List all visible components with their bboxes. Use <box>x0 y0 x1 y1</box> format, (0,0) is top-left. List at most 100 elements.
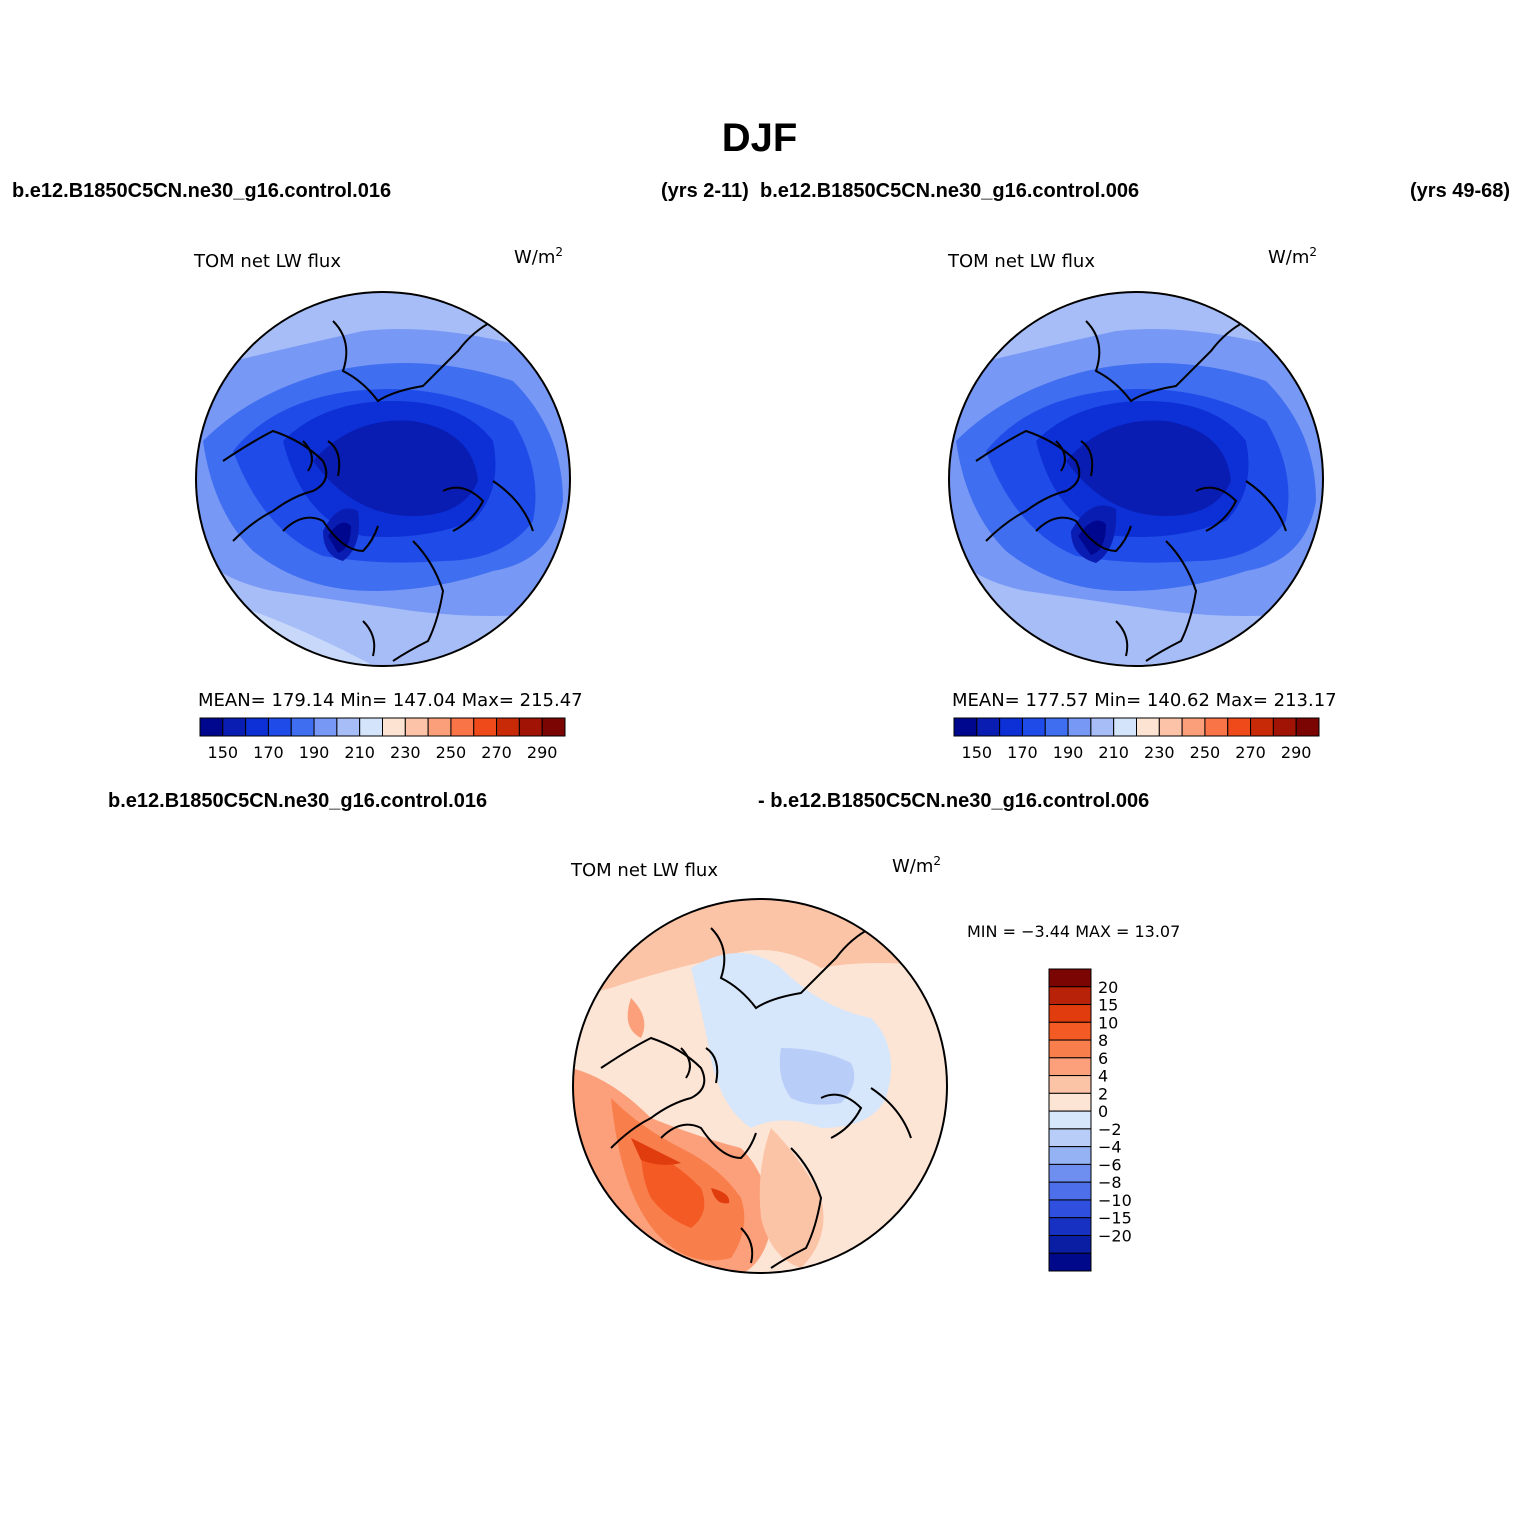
panel1-colorbar-swatch <box>450 717 475 737</box>
panel2-colorbar-swatch <box>1090 717 1115 737</box>
diff-colorbar-swatch <box>1048 1128 1092 1148</box>
panel2-colorbar-swatch <box>1227 717 1252 737</box>
panel2-colorbar-swatch <box>1021 717 1046 737</box>
diff-colorbar-swatch <box>1048 1039 1092 1059</box>
panel2-colorbar-label: 170 <box>1007 743 1038 762</box>
diff-colorbar-label: 20 <box>1098 978 1118 997</box>
diff-colorbar-swatch <box>1048 1217 1092 1236</box>
panel2-colorbar-swatch <box>1204 717 1229 737</box>
diff-case-right: - b.e12.B1850C5CN.ne30_g16.control.006 <box>758 790 1150 812</box>
panel2-colorbar-swatch <box>1113 717 1137 737</box>
panel2-colorbar-swatch <box>1181 717 1206 737</box>
panel2-colorbar-label: 210 <box>1098 743 1129 762</box>
diff-colorbar-label: 0 <box>1098 1102 1108 1121</box>
panel2-colorbar-swatch <box>953 717 978 737</box>
panel1-colorbar-swatch <box>473 717 498 737</box>
diff-colorbar-swatch <box>1048 1146 1092 1165</box>
panel1-colorbar-label: 190 <box>299 743 330 762</box>
diff-unit: W/m2 <box>892 854 942 877</box>
panel1-colorbar-swatch <box>427 717 452 737</box>
diff-colorbar-swatch <box>1048 1057 1092 1077</box>
diff-colorbar-label: −8 <box>1098 1173 1122 1192</box>
panel2-unit: W/m2 <box>1268 245 1318 268</box>
panel1-colorbar-swatch <box>199 717 224 737</box>
panel1-colorbar-swatch <box>496 717 520 737</box>
panel1-colorbar-swatch <box>336 717 361 737</box>
panel2-colorbar-swatch <box>976 717 1001 737</box>
panel2-colorbar-swatch <box>999 717 1023 737</box>
panel1-colorbar-swatch <box>313 717 338 737</box>
panel1-colorbar-swatch <box>222 717 247 737</box>
diff-colorbar-swatch <box>1048 1004 1092 1023</box>
panel2-colorbar-label: 150 <box>962 743 993 762</box>
panel2-colorbar-swatch <box>1250 717 1274 737</box>
diff-case-left: b.e12.B1850C5CN.ne30_g16.control.016 <box>108 790 488 812</box>
panel1-colorbar: 150 170 190 210 230 250 270 290 <box>199 717 566 762</box>
panel2-colorbar-label: 230 <box>1144 743 1175 762</box>
panel2-colorbar-swatch <box>1295 717 1320 737</box>
diff-colorbar-label: 4 <box>1098 1067 1108 1086</box>
panel1-colorbar-label: 210 <box>344 743 375 762</box>
diff-colorbar-swatch <box>1048 986 1092 1006</box>
panel2-polar-map <box>948 291 1324 667</box>
panel1-colorbar-swatch <box>382 717 406 737</box>
panel1-colorbar-swatch <box>518 717 543 737</box>
diff-colorbar-swatch <box>1048 1252 1092 1272</box>
panel1-colorbar-swatch <box>541 717 566 737</box>
diff-colorbar-swatch <box>1048 1163 1092 1183</box>
diff-colorbar-label: −20 <box>1098 1226 1132 1245</box>
case-label-right: b.e12.B1850C5CN.ne30_g16.control.006 <box>760 180 1140 202</box>
panel1-colorbar-label: 170 <box>253 743 284 762</box>
figure-title: DJF <box>721 116 798 160</box>
diff-colorbar-label: 10 <box>1098 1013 1118 1032</box>
panel1-colorbar-swatch <box>359 717 383 737</box>
diff-colorbar-label: 15 <box>1098 996 1118 1015</box>
diff-title: TOM net LW flux <box>571 860 718 881</box>
diff-polar-map <box>572 898 948 1274</box>
panel1-stats: MEAN= 179.14 Min= 147.04 Max= 215.47 <box>198 690 583 711</box>
years-label-left: (yrs 2-11) <box>661 180 749 202</box>
diff-colorbar-label: −6 <box>1098 1155 1122 1174</box>
diff-colorbar-swatch <box>1048 1234 1092 1254</box>
diff-colorbar-swatch <box>1048 1075 1092 1094</box>
panel1-colorbar-label: 290 <box>527 743 558 762</box>
panel1-title: TOM net LW flux <box>194 251 341 272</box>
panel1-colorbar-swatch <box>404 717 429 737</box>
panel2-title: TOM net LW flux <box>948 251 1095 272</box>
panel1-colorbar-swatch <box>290 717 315 737</box>
diff-colorbar-swatch <box>1048 1110 1092 1130</box>
panel2-colorbar-swatch <box>1067 717 1092 737</box>
diff-colorbar-label: −15 <box>1098 1209 1132 1228</box>
panel2-colorbar-label: 250 <box>1190 743 1221 762</box>
years-label-right: (yrs 49-68) <box>1410 180 1511 202</box>
diff-colorbar-label: 8 <box>1098 1031 1108 1050</box>
panel2-colorbar-label: 190 <box>1053 743 1084 762</box>
diff-colorbar-label: 2 <box>1098 1084 1108 1103</box>
panel2-colorbar-swatch <box>1272 717 1297 737</box>
diff-colorbar-swatch <box>1048 1181 1092 1201</box>
diff-colorbar-swatch <box>1048 1092 1092 1112</box>
diff-colorbar-swatch <box>1048 1199 1092 1219</box>
panel1-colorbar-label: 150 <box>208 743 239 762</box>
panel1-unit: W/m2 <box>514 245 564 268</box>
diff-colorbar-label: −10 <box>1098 1191 1132 1210</box>
panel2-stats: MEAN= 177.57 Min= 140.62 Max= 213.17 <box>952 690 1337 711</box>
panel2-colorbar-swatch <box>1158 717 1183 737</box>
diff-stats: MIN = −3.44 MAX = 13.07 <box>967 922 1181 941</box>
panel2-colorbar-label: 290 <box>1281 743 1312 762</box>
diff-colorbar-swatch <box>1048 1021 1092 1041</box>
diff-colorbar-swatch <box>1048 968 1092 988</box>
panel2-colorbar-label: 270 <box>1235 743 1266 762</box>
diff-colorbar-label: −2 <box>1098 1120 1122 1139</box>
panel2-colorbar-swatch <box>1044 717 1069 737</box>
panel1-colorbar-label: 250 <box>436 743 467 762</box>
panel1-colorbar-swatch <box>267 717 292 737</box>
case-label-left: b.e12.B1850C5CN.ne30_g16.control.016 <box>12 180 392 202</box>
diff-colorbar-label: 6 <box>1098 1049 1108 1068</box>
panel2-colorbar-swatch <box>1136 717 1160 737</box>
panel1-colorbar-label: 270 <box>481 743 512 762</box>
panel2-colorbar: 150 170 190 210 230 250 270 290 <box>953 717 1320 762</box>
panel1-polar-map <box>195 291 571 667</box>
panel1-colorbar-swatch <box>245 717 269 737</box>
